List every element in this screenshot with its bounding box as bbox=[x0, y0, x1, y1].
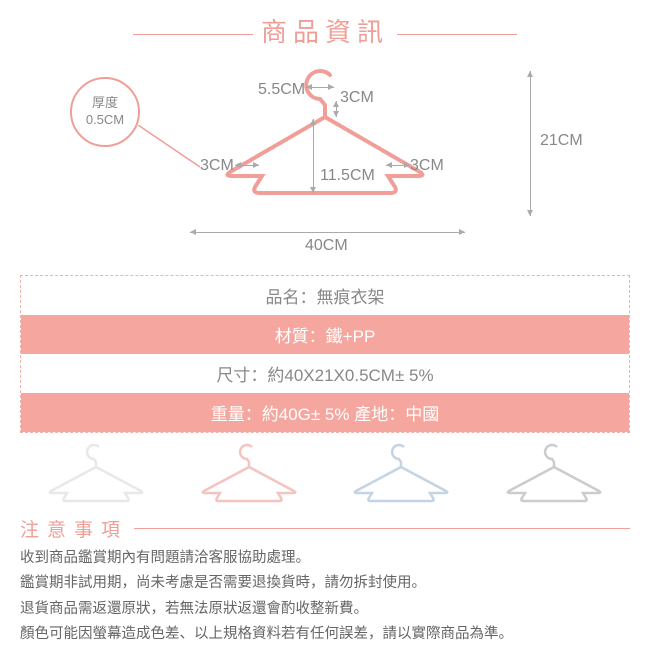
notice-header: 注意事項 bbox=[20, 515, 630, 542]
thickness-callout: 厚度 0.5CM bbox=[70, 77, 140, 147]
dim-inner-h: 11.5CM bbox=[320, 167, 375, 185]
divider bbox=[133, 34, 253, 35]
notice-line: 退貨商品需返還原狀，若無法原狀返還會酌收整新費。 bbox=[20, 597, 630, 622]
thickness-label: 厚度 bbox=[72, 95, 138, 112]
arrow-hook-drop bbox=[336, 101, 337, 117]
arrow-notch-l bbox=[235, 165, 259, 166]
arrow-notch-r bbox=[386, 165, 410, 166]
notice-body: 收到商品鑑賞期內有問題請洽客服協助處理。鑑賞期非試用期，尚未考慮是否需要退換貨時… bbox=[20, 546, 630, 648]
arrow-width bbox=[190, 232, 465, 233]
thumb-white bbox=[31, 441, 161, 503]
thumb-pink bbox=[184, 441, 314, 503]
divider bbox=[134, 528, 630, 529]
dim-hook-w: 5.5CM bbox=[258, 81, 305, 99]
title-text: 商品資訊 bbox=[261, 17, 389, 47]
divider bbox=[397, 34, 517, 35]
hanger-illustration bbox=[180, 67, 470, 227]
dim-hook-drop: 3CM bbox=[340, 89, 374, 107]
spec-table: 品名：無痕衣架材質：鐵+PP尺寸：約40X21X0.5CM± 5%重量：約40G… bbox=[20, 275, 630, 433]
notice-line: 鑑賞期非試用期，尚未考慮是否需要退換貨時，請勿拆封使用。 bbox=[20, 571, 630, 596]
thumb-blue bbox=[336, 441, 466, 503]
dimension-diagram: 厚度 0.5CM 5.5CM 3CM 3CM 3CM 11.5CM 21CM 4… bbox=[30, 57, 620, 267]
dim-notch-right: 3CM bbox=[410, 157, 444, 175]
notice-line: 顏色可能因螢幕造成色差、以上規格資料若有任何誤差，請以實際商品為準。 bbox=[20, 622, 630, 647]
section-title: 商品資訊 bbox=[0, 0, 650, 57]
spec-row: 尺寸：約40X21X0.5CM± 5% bbox=[21, 354, 629, 393]
thickness-value: 0.5CM bbox=[72, 112, 138, 129]
notice-title: 注意事項 bbox=[20, 515, 128, 542]
arrow-inner-h bbox=[313, 119, 314, 193]
spec-row: 材質：鐵+PP bbox=[21, 315, 629, 354]
color-thumbnails bbox=[0, 433, 650, 507]
spec-row: 品名：無痕衣架 bbox=[21, 276, 629, 315]
dim-notch-left: 3CM bbox=[200, 157, 234, 175]
spec-row: 重量：約40G± 5% 產地：中國 bbox=[21, 393, 629, 432]
thumb-gray bbox=[489, 441, 619, 503]
dim-total-w: 40CM bbox=[305, 237, 348, 255]
arrow-hook-w bbox=[306, 87, 334, 88]
dim-total-h: 21CM bbox=[540, 132, 583, 150]
arrow-height bbox=[530, 71, 531, 216]
notice-line: 收到商品鑑賞期內有問題請洽客服協助處理。 bbox=[20, 546, 630, 571]
